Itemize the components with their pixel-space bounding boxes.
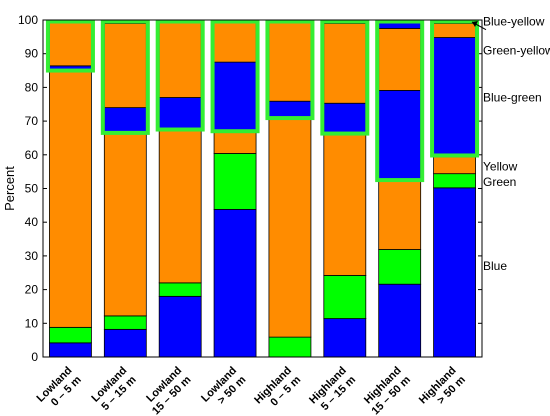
bar-segment-green <box>103 315 147 330</box>
y-tick-label: 20 <box>25 283 39 297</box>
bar-segment-green <box>213 153 257 210</box>
bars <box>49 19 476 358</box>
plot-frame <box>42 19 483 358</box>
y-tick-label: 60 <box>25 148 39 162</box>
bar-segment-green <box>158 282 202 297</box>
y-tick-label: 40 <box>25 215 39 229</box>
bar-segment-blue-green <box>323 102 367 134</box>
highlight-box <box>155 19 205 132</box>
bar-segment-green <box>378 249 422 285</box>
bar-segment-yellow <box>103 132 147 317</box>
bar-segment-green-yellow <box>323 22 367 104</box>
category-label: Lowland5 – 15 m <box>89 364 138 413</box>
category-label: Lowland0 – 5 m <box>35 364 84 413</box>
highlight-box <box>45 19 95 73</box>
bar-segment-yellow <box>158 129 202 284</box>
bar-segment-blue <box>378 283 422 358</box>
category-label: Lowland15 – 50 m <box>141 364 194 416</box>
y-tick-label: 50 <box>25 182 39 196</box>
highlight-box <box>265 19 315 121</box>
bar-segment-green <box>49 326 92 344</box>
bar-segment-blue <box>433 187 476 358</box>
bar-segment-blue-green <box>213 61 257 131</box>
bar-segment-green-yellow <box>49 20 92 67</box>
bar-segment-yellow <box>49 70 92 328</box>
bar-segment-green-yellow <box>213 21 257 63</box>
y-tick-label: 80 <box>25 80 39 94</box>
bar-segment-green <box>323 275 367 319</box>
bar-segment-yellow <box>268 117 312 338</box>
highlight-boxes <box>45 19 480 183</box>
bar-segment-blue <box>103 328 147 358</box>
bar-segment-green-yellow <box>378 28 422 91</box>
bar-segment-blue <box>323 318 367 358</box>
y-tick-label: 30 <box>25 249 39 263</box>
bar-segment-yellow <box>323 133 367 276</box>
category-label: Highland0 – 5 m <box>252 364 303 415</box>
y-tick-label: 0 <box>31 350 38 364</box>
bar-segment-blue <box>158 295 202 358</box>
bar-segment-blue-green <box>158 97 202 130</box>
y-tick-label: 100 <box>18 13 38 27</box>
category-label: Highland15 – 50 m <box>360 364 413 416</box>
bar-segment-yellow <box>213 129 257 154</box>
axes <box>42 19 483 358</box>
bar-segment-blue-green <box>103 107 147 134</box>
legend-label: Green-yellow <box>483 43 550 57</box>
y-tick-label: 10 <box>25 316 39 330</box>
bar-segment-yellow <box>378 180 422 250</box>
category-label: Highland5 – 15 m <box>307 364 358 415</box>
legend-label: Yellow <box>483 160 518 174</box>
bar-segment-green-yellow <box>268 22 312 102</box>
y-tick-label: 70 <box>25 114 39 128</box>
highlight-box <box>430 19 480 158</box>
y-axis-title: Percent <box>2 166 17 211</box>
highlight-box <box>375 19 425 183</box>
highlight-box <box>210 19 260 134</box>
legend-label: Blue-green <box>483 91 542 105</box>
highlight-box <box>320 19 370 136</box>
legend-label: Blue <box>483 259 507 273</box>
bar-segment-blue-green <box>378 90 422 181</box>
bar-segment-blue <box>213 208 257 358</box>
y-tick-label: 90 <box>25 47 39 61</box>
legend: Blue-yellow Green-yellow Blue-green YellowG… <box>471 15 550 273</box>
bar-segment-blue <box>49 342 92 358</box>
bar-segment-yellow <box>433 156 476 175</box>
legend-label: Green <box>483 175 516 189</box>
bar-segment-blue-green <box>268 100 312 119</box>
bar-segment-green-yellow <box>158 22 202 98</box>
bar-segment-green-yellow <box>433 22 476 38</box>
category-label: Highland> 50 m <box>417 364 468 415</box>
bar-segment-blue-green <box>433 37 476 158</box>
category-label: Lowland> 50 m <box>199 364 248 413</box>
bar-segment-green <box>433 173 476 189</box>
legend-arrow-head <box>472 21 478 27</box>
highlight-box <box>100 19 150 135</box>
bar-segment-green-yellow <box>103 22 147 109</box>
legend-label: Blue-yellow <box>483 15 545 29</box>
bar-segment-green <box>268 336 312 358</box>
